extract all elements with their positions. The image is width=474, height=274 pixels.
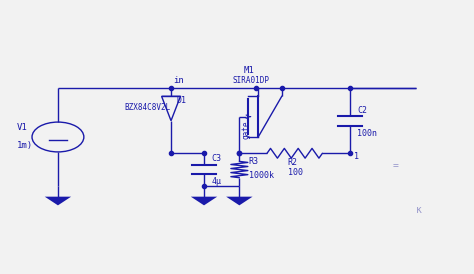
Text: R3: R3 — [249, 157, 259, 166]
Text: C2: C2 — [357, 105, 367, 115]
Text: 1m): 1m) — [17, 141, 33, 150]
Text: R2: R2 — [288, 158, 298, 167]
Text: =: = — [392, 162, 398, 172]
Text: SIRA01DP: SIRA01DP — [232, 76, 269, 85]
Text: BZX84C8V2L: BZX84C8V2L — [124, 103, 170, 112]
Text: 100: 100 — [288, 168, 303, 177]
Polygon shape — [45, 197, 71, 205]
Text: 4μ: 4μ — [211, 178, 221, 187]
Polygon shape — [191, 197, 217, 205]
Text: gate: gate — [242, 121, 251, 139]
Polygon shape — [226, 197, 253, 205]
Text: 1: 1 — [354, 152, 359, 161]
Text: V1: V1 — [17, 123, 27, 132]
Text: C3: C3 — [211, 155, 221, 163]
Text: 1000k: 1000k — [249, 171, 274, 180]
Text: M1: M1 — [244, 66, 255, 75]
Text: D1: D1 — [177, 96, 187, 105]
Text: 100n: 100n — [357, 129, 377, 138]
Text: in: in — [173, 76, 184, 85]
Text: κ: κ — [416, 205, 422, 215]
